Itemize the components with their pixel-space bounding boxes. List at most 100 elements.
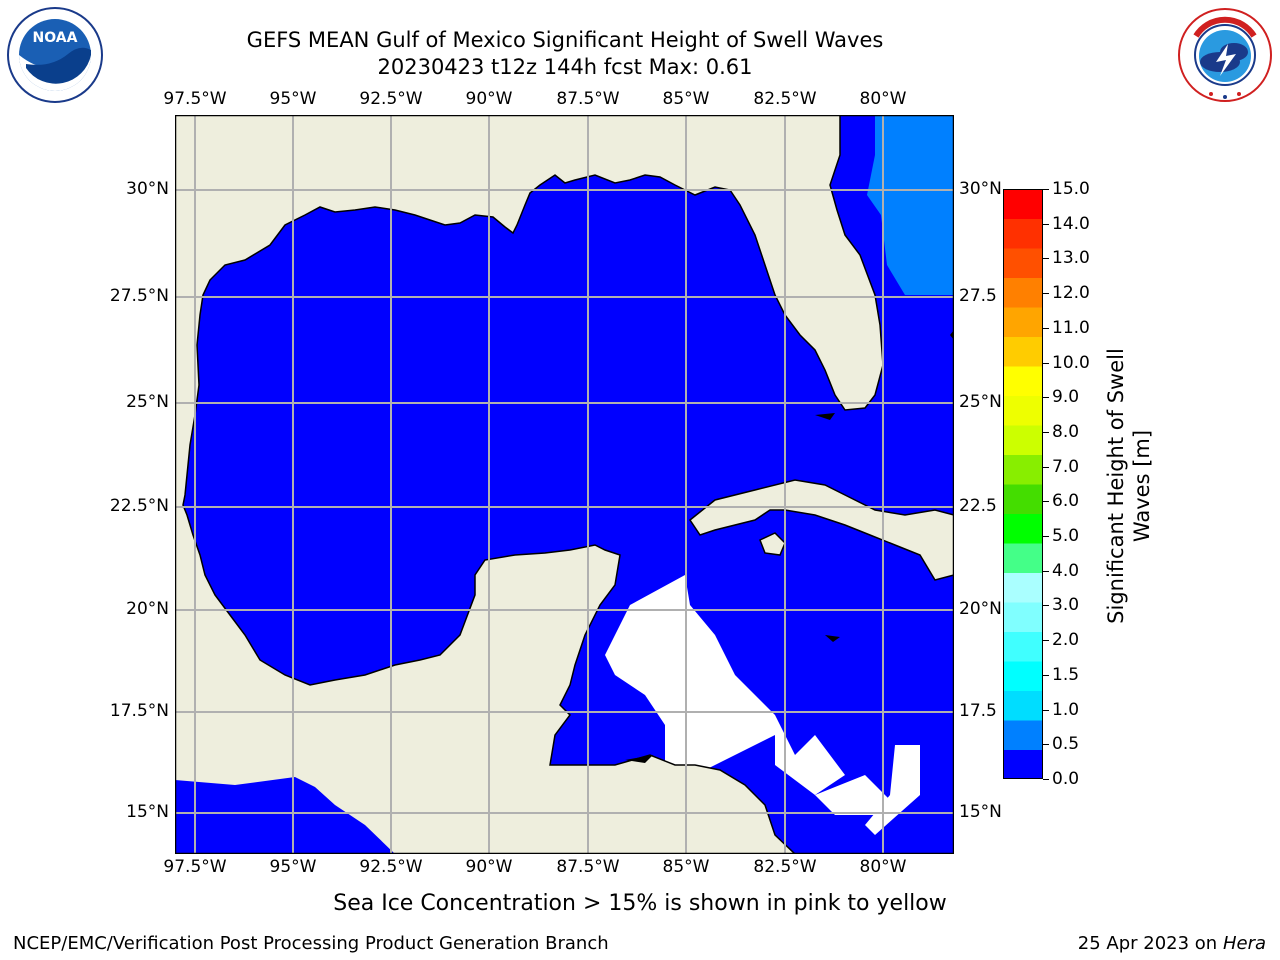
colorbar-tick: [1043, 189, 1049, 190]
chart-subtitle: 20230423 t12z 144h fcst Max: 0.61: [377, 55, 753, 79]
colorbar-tick-label: 9.0: [1052, 387, 1080, 408]
lat-label-left: 17.5°N: [109, 701, 169, 721]
lat-label-right: 17.5: [959, 701, 997, 721]
sea-ice-note: Sea Ice Concentration > 15% is shown in …: [333, 891, 947, 916]
lon-label-bottom: 92.5°W: [359, 857, 423, 877]
lon-label-bottom: 95°W: [269, 857, 317, 877]
colorbar-swatch: [1003, 336, 1043, 367]
colorbar-tick: [1043, 536, 1049, 538]
lon-label-bottom: 80°W: [859, 857, 907, 877]
lat-label-right: 20°N: [959, 599, 1002, 619]
colorbar-tick-label: 3.0: [1052, 595, 1080, 616]
colorbar-tick: [1043, 431, 1049, 433]
colorbar-tick: [1043, 466, 1049, 468]
colorbar-tick: [1043, 397, 1049, 399]
colorbar-swatch: [1003, 425, 1043, 455]
colorbar-swatch: [1003, 484, 1043, 514]
colorbar-title-line1: Significant Height of Swell: [1104, 348, 1128, 624]
colorbar-tick: [1043, 744, 1049, 746]
colorbar-swatch: [1003, 749, 1043, 780]
colorbar-swatch: [1003, 690, 1043, 721]
noaa-logo: NOAA: [6, 6, 104, 104]
land-cayman: [825, 635, 840, 642]
colorbar-swatch: [1003, 572, 1043, 603]
chart-title: GEFS MEAN Gulf of Mexico Significant Hei…: [246, 28, 884, 52]
map-panel: [174, 114, 955, 855]
colorbar-swatch: [1003, 543, 1043, 573]
swell-field-pacific: [175, 777, 395, 854]
lat-label-left: 25°N: [126, 392, 169, 412]
lon-label-bottom: 90°W: [465, 857, 513, 877]
colorbar-swatch: [1003, 661, 1043, 691]
colorbar-swatch: [1003, 248, 1043, 278]
colorbar-tick-label: 0.5: [1052, 734, 1080, 755]
map-frame: [174, 114, 955, 855]
colorbar-tick-label: 10.0: [1052, 352, 1090, 373]
colorbar-tick: [1043, 362, 1049, 364]
colorbar-tick-label: 8.0: [1052, 421, 1080, 442]
lon-label-bottom: 85°W: [662, 857, 710, 877]
colorbar-swatch: [1003, 366, 1043, 396]
colorbar-swatch: [1003, 218, 1043, 249]
colorbar-tick: [1043, 258, 1049, 260]
colorbar-tick: [1043, 779, 1049, 780]
colorbar-frame: [1003, 189, 1043, 779]
land-bay-islands: [625, 755, 653, 763]
lat-label-left: 15°N: [126, 802, 169, 822]
colorbar-tick-label: 12.0: [1052, 283, 1090, 304]
colorbar-svg: [1003, 189, 1043, 780]
lon-label-top: 87.5°W: [556, 89, 620, 109]
colorbar-swatch: [1003, 307, 1043, 337]
colorbar-tick-label: 2.0: [1052, 630, 1080, 651]
lat-label-right: 15°N: [959, 802, 1002, 822]
graticule: [175, 115, 954, 854]
lat-label-left: 22.5°N: [109, 496, 169, 516]
lon-label-top: 82.5°W: [753, 89, 817, 109]
lat-label-left: 20°N: [126, 599, 169, 619]
colorbar-title-line2: Waves [m]: [1130, 429, 1154, 543]
colorbar-tick-label: 0.0: [1052, 769, 1080, 789]
land-isla-juventud: [759, 532, 786, 556]
no-data-caribbean-south: [815, 775, 895, 815]
lat-label-left: 27.5°N: [109, 286, 169, 306]
noaa-logo-text: NOAA: [33, 30, 78, 46]
colorbar-swatch: [1003, 395, 1043, 426]
lat-label-right: 30°N: [959, 179, 1002, 199]
lat-label-right: 27.5: [959, 286, 997, 306]
land-keys: [815, 413, 835, 420]
colorbar-tick-label: 14.0: [1052, 213, 1090, 234]
colorbar-tick-label: 13.0: [1052, 248, 1090, 269]
lon-label-bottom: 97.5°W: [163, 857, 227, 877]
colorbar-tick: [1043, 293, 1049, 295]
footer-left: NCEP/EMC/Verification Post Processing Pr…: [13, 933, 609, 954]
colorbar-tick-label: 7.0: [1052, 456, 1080, 477]
colorbar-tick: [1043, 327, 1049, 329]
colorbar-swatch: [1003, 513, 1043, 544]
lat-label-left: 30°N: [126, 179, 169, 199]
lon-label-top: 80°W: [859, 89, 907, 109]
colorbar-tick-label: 15.0: [1052, 179, 1090, 199]
colorbar-tick: [1043, 501, 1049, 503]
map-svg: [174, 114, 955, 855]
lon-label-bottom: 82.5°W: [753, 857, 817, 877]
nws-logo: [1176, 6, 1274, 104]
colorbar-swatch: [1003, 602, 1043, 632]
colorbar-tick: [1043, 674, 1049, 676]
colorbar-swatch: [1003, 454, 1043, 485]
footer-date: 25 Apr 2023 on: [1077, 933, 1223, 954]
colorbar-swatch: [1003, 189, 1043, 219]
colorbar-tick: [1043, 570, 1049, 572]
colorbar-tick-label: 11.0: [1052, 317, 1090, 338]
colorbar-tick: [1043, 223, 1049, 225]
colorbar-title: Significant Height of Swell Waves [m]: [1103, 336, 1155, 636]
colorbar-swatch: [1003, 277, 1043, 308]
lon-label-top: 90°W: [465, 89, 513, 109]
swell-field-atlantic: [867, 115, 954, 295]
colorbar-tick: [1043, 605, 1049, 607]
lon-label-top: 92.5°W: [359, 89, 423, 109]
lat-label-right: 25°N: [959, 392, 1002, 412]
colorbar-tick-label: 1.0: [1052, 699, 1080, 720]
lon-label-top: 95°W: [269, 89, 317, 109]
colorbar: [1003, 189, 1043, 780]
colorbar-swatch: [1003, 631, 1043, 662]
